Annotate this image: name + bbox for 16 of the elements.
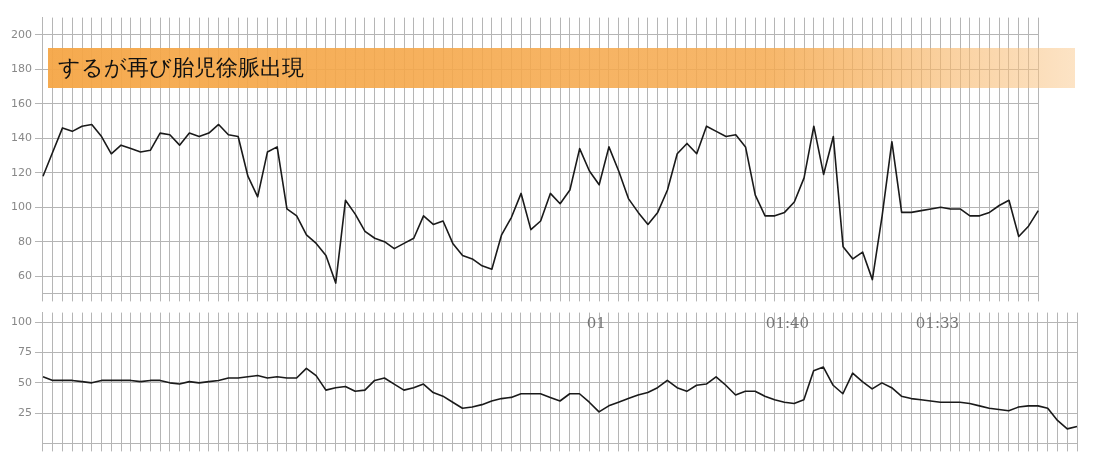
y-tick-label: 50 <box>18 375 32 389</box>
y-tick-label: 75 <box>18 345 32 359</box>
y-tick-label: 100 <box>11 315 32 329</box>
y-tick-label: 120 <box>11 165 32 179</box>
y-tick-label: 140 <box>11 131 32 145</box>
annotation: 01:33 <box>915 313 960 332</box>
y-tick-label: 200 <box>11 27 32 41</box>
y-tick-label: 100 <box>11 200 32 214</box>
y-tick-label: 180 <box>11 62 32 76</box>
title-banner: するが再び胎児徐脈出現 <box>48 48 1075 88</box>
y-tick-label: 25 <box>18 405 32 419</box>
y-tick-label: 80 <box>18 234 32 248</box>
annotation: 01 <box>586 313 606 332</box>
y-tick-label: 60 <box>18 269 32 283</box>
y-tick-label: 160 <box>11 96 32 110</box>
annotation: 01:40 <box>765 313 810 332</box>
